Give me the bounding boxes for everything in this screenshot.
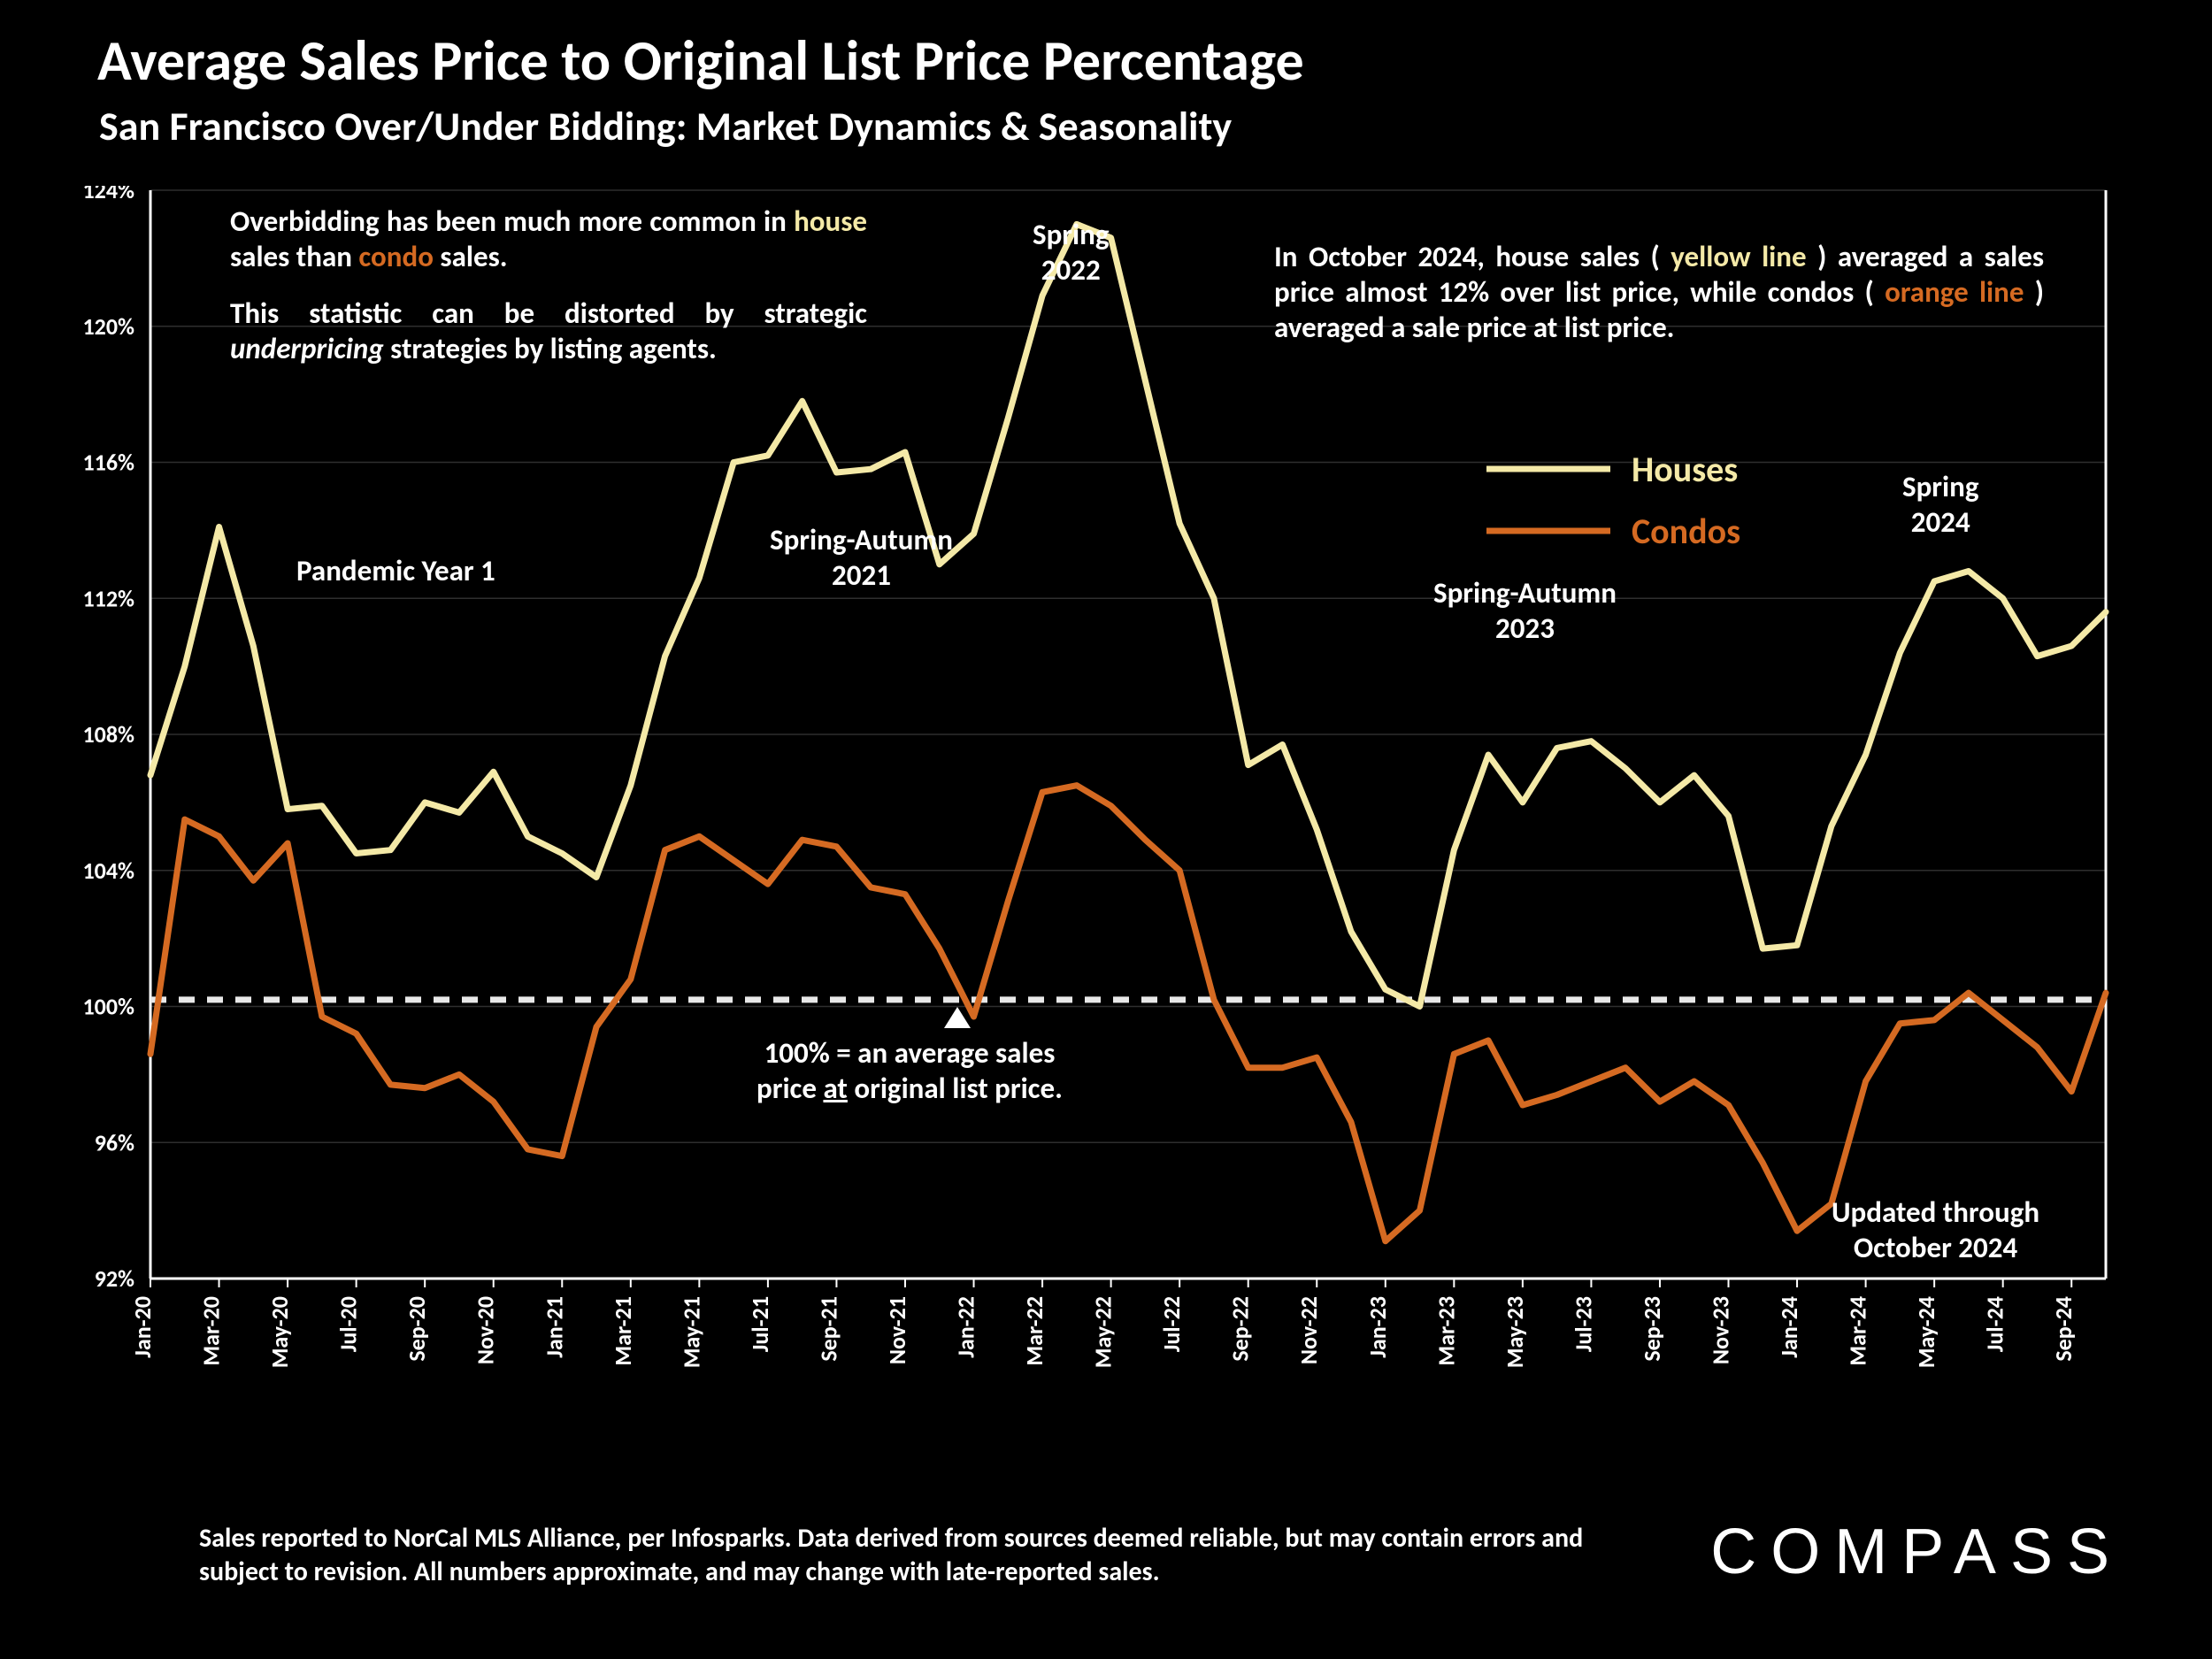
intro-text-1: Overbidding has been much more common in bbox=[230, 204, 794, 239]
svg-text:Jan-23: Jan-23 bbox=[1363, 1296, 1392, 1358]
svg-text:Mar-21: Mar-21 bbox=[609, 1296, 637, 1366]
svg-text:120%: 120% bbox=[83, 312, 135, 341]
intro-annotation: Overbidding has been much more common in… bbox=[230, 204, 867, 366]
svg-text:112%: 112% bbox=[83, 584, 135, 612]
line-chart: 92% 96% 100% 104% 108% 112% 116% 120% 124% Jan-20… bbox=[71, 186, 2159, 1478]
svg-text:Jan-22: Jan-22 bbox=[952, 1296, 980, 1358]
svg-text:Sep-23: Sep-23 bbox=[1638, 1296, 1666, 1362]
svg-text:Houses: Houses bbox=[1632, 448, 1738, 491]
label-spring-2024: Spring 2024 bbox=[1902, 434, 1979, 540]
svg-text:May-24: May-24 bbox=[1912, 1296, 1940, 1368]
svg-text:Jul-24: Jul-24 bbox=[1981, 1296, 2009, 1352]
label-spring-autumn-2021: Spring-Autumn 2021 bbox=[770, 487, 953, 593]
right-yellow: yellow line bbox=[1671, 239, 1806, 274]
svg-text:Condos: Condos bbox=[1632, 510, 1740, 553]
svg-text:Jan-24: Jan-24 bbox=[1775, 1296, 1803, 1358]
right-annotation: In October 2024, house sales ( yellow li… bbox=[1274, 239, 2044, 345]
svg-text:92%: 92% bbox=[95, 1264, 134, 1293]
ref-b-post: original list price. bbox=[854, 1071, 1063, 1106]
svg-text:Nov-20: Nov-20 bbox=[472, 1296, 500, 1364]
ref-line-label: 100% = an average sales price at origina… bbox=[757, 1035, 1063, 1106]
page-subtitle: San Francisco Over/Under Bidding: Market… bbox=[99, 102, 1232, 151]
svg-text:May-22: May-22 bbox=[1089, 1296, 1118, 1368]
svg-text:116%: 116% bbox=[83, 449, 135, 477]
right-text-a: In October 2024, house sales ( bbox=[1274, 239, 1660, 274]
svg-text:Mar-20: Mar-20 bbox=[197, 1296, 226, 1366]
svg-text:100%: 100% bbox=[83, 993, 135, 1021]
svg-text:Jul-21: Jul-21 bbox=[746, 1296, 774, 1352]
svg-text:Jul-23: Jul-23 bbox=[1569, 1296, 1597, 1352]
intro-line2c: strategies by listing agents. bbox=[390, 331, 717, 366]
label-updated: Updated through October 2024 bbox=[1832, 1159, 2039, 1265]
svg-text:Jan-21: Jan-21 bbox=[540, 1296, 568, 1358]
svg-text:Jan-20: Jan-20 bbox=[128, 1296, 157, 1358]
svg-text:Mar-24: Mar-24 bbox=[1844, 1296, 1872, 1366]
svg-text:May-20: May-20 bbox=[265, 1296, 294, 1368]
svg-text:May-21: May-21 bbox=[677, 1296, 705, 1368]
svg-text:Nov-23: Nov-23 bbox=[1707, 1296, 1735, 1364]
label-spring-2022: Spring 2022 bbox=[1033, 181, 1110, 288]
compass-logo: COMPASS bbox=[1710, 1516, 2124, 1588]
intro-house-word: house bbox=[794, 204, 867, 239]
intro-text-3: sales. bbox=[440, 239, 507, 274]
svg-text:Jul-22: Jul-22 bbox=[1157, 1296, 1186, 1352]
ref-b-u: at bbox=[823, 1071, 847, 1106]
svg-text:108%: 108% bbox=[83, 720, 135, 749]
svg-text:Mar-23: Mar-23 bbox=[1432, 1296, 1460, 1366]
svg-text:124%: 124% bbox=[83, 186, 135, 204]
ref-b-pre: price bbox=[757, 1071, 823, 1106]
svg-text:Nov-21: Nov-21 bbox=[883, 1296, 911, 1364]
svg-text:Sep-20: Sep-20 bbox=[403, 1296, 431, 1362]
svg-text:Jul-20: Jul-20 bbox=[334, 1296, 363, 1352]
label-spring-autumn-2023: Spring-Autumn 2023 bbox=[1433, 540, 1617, 646]
right-orange: orange line bbox=[1885, 274, 2024, 310]
ref-line-triangle bbox=[944, 1007, 971, 1028]
intro-text-2: sales than bbox=[230, 239, 358, 274]
page-title: Average Sales Price to Original List Pri… bbox=[97, 27, 1304, 96]
intro-line2b: underpricing bbox=[230, 331, 384, 366]
label-pandemic: Pandemic Year 1 bbox=[296, 553, 495, 588]
svg-text:Sep-24: Sep-24 bbox=[2049, 1296, 2078, 1362]
footnote: Sales reported to NorCal MLS Alliance, p… bbox=[199, 1522, 1615, 1588]
svg-text:Sep-21: Sep-21 bbox=[814, 1296, 842, 1362]
svg-text:96%: 96% bbox=[95, 1128, 134, 1156]
intro-line2a: This statistic can be distorted by strat… bbox=[230, 296, 867, 331]
svg-text:Nov-22: Nov-22 bbox=[1294, 1296, 1323, 1364]
svg-text:104%: 104% bbox=[83, 856, 135, 885]
svg-text:Sep-22: Sep-22 bbox=[1226, 1296, 1255, 1362]
intro-condo-word: condo bbox=[358, 239, 434, 274]
svg-text:May-23: May-23 bbox=[1501, 1296, 1529, 1368]
svg-text:Mar-22: Mar-22 bbox=[1020, 1296, 1048, 1366]
